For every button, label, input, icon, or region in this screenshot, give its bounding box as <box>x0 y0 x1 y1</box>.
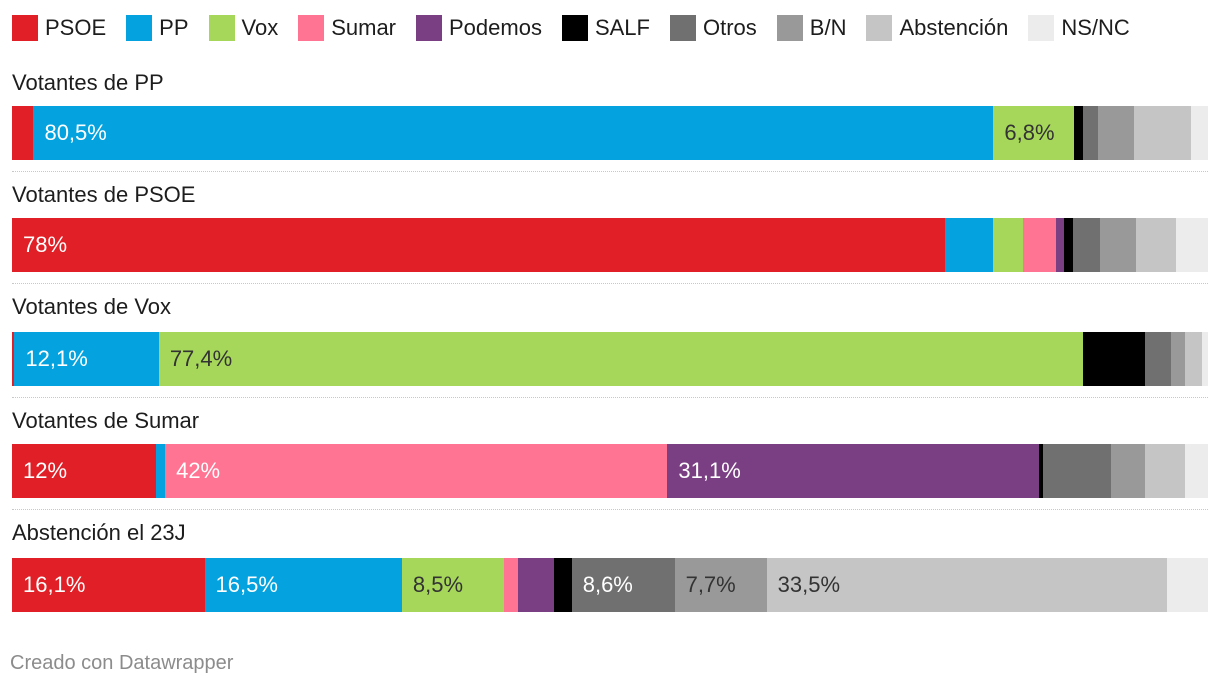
bar-segment-pp <box>204 558 402 612</box>
legend-label: PSOE <box>45 15 107 40</box>
legend-label: PP <box>159 15 189 40</box>
bar-segment-sumar <box>165 444 668 498</box>
row-label: Votantes de Vox <box>12 294 172 319</box>
legend-item-abstenci-n: Abstención <box>866 15 1008 41</box>
bar-segment-vox <box>401 558 504 612</box>
bar-segment-otros <box>1082 106 1099 160</box>
row-divider <box>12 509 1208 510</box>
legend-swatch <box>298 15 325 41</box>
legend-label: Podemos <box>449 15 542 40</box>
legend-swatch <box>561 15 588 41</box>
credit-text: Creado con Datawrapper <box>10 652 234 674</box>
bar-row: 78% <box>12 218 1208 272</box>
legend-swatch <box>776 15 803 41</box>
bar-segment-ns-nc <box>1175 218 1208 272</box>
bar-segment-psoe <box>12 106 34 160</box>
legend-label: NS/NC <box>1061 15 1130 40</box>
bar-segment-vox <box>158 332 1083 386</box>
row-divider <box>12 397 1208 398</box>
bar-row: 80,5% 6,8% <box>12 106 1208 160</box>
bar-segment-pp <box>14 332 159 386</box>
legend-label: B/N <box>809 15 847 40</box>
bar-segment-psoe <box>12 332 15 386</box>
bar-segment-b-n <box>1170 332 1186 386</box>
bar-segment-otros <box>1042 444 1112 498</box>
legend-swatch <box>126 15 153 41</box>
legend-item-otros: Otros <box>669 15 757 41</box>
legend-item-salf: SALF <box>561 15 650 41</box>
bar-segment-podemos <box>517 558 554 612</box>
bar-segment-b-n <box>1100 218 1137 272</box>
legend-swatch <box>12 15 38 41</box>
legend-label: Vox <box>241 15 279 40</box>
bar-segment-ns-nc <box>1202 332 1208 386</box>
bar-segment-psoe <box>12 558 205 612</box>
bar-segment-salf <box>1039 444 1043 498</box>
legend-item-podemos: Podemos <box>416 15 542 41</box>
bar-segment-pp <box>155 444 166 498</box>
bar-segment-salf <box>1074 106 1083 160</box>
bar-segment-psoe <box>12 218 945 272</box>
bar-segment-b-n <box>1098 106 1135 160</box>
row-label: Votantes de Sumar <box>12 408 200 433</box>
bar-segment-abstenci-n <box>1144 444 1186 498</box>
bar-segment-podemos <box>667 444 1040 498</box>
bar-row: 16,1% 16,5% 8,5% 8,6% 7,7% 33,5% <box>12 558 1208 612</box>
bar-segment-abstenci-n <box>1185 332 1203 386</box>
bar-segment-vox <box>992 218 1023 272</box>
legend-label: SALF <box>594 15 650 40</box>
legend-swatch <box>866 15 893 41</box>
bar-segment-ns-nc <box>1167 558 1208 612</box>
row-label: Votantes de PP <box>12 70 164 95</box>
bar-segment-b-n <box>1111 444 1145 498</box>
bar-segment-otros <box>1072 218 1101 272</box>
legend-item-ns-nc: NS/NC <box>1028 15 1130 41</box>
bar-segment-vox <box>993 106 1075 160</box>
legend-item-b-n: B/N <box>776 15 847 41</box>
legend-swatch <box>1028 15 1055 41</box>
bar-segment-psoe <box>12 444 156 498</box>
bar-segment-sumar <box>1022 218 1057 272</box>
legend-item-sumar: Sumar <box>298 15 396 41</box>
legend-item-pp: PP <box>126 15 189 41</box>
legend-swatch <box>416 15 442 41</box>
bar-segment-b-n <box>674 558 767 612</box>
bar-segment-podemos <box>1056 218 1065 272</box>
bar-segment-abstenci-n <box>1134 106 1192 160</box>
bar-segment-abstenci-n <box>1136 218 1176 272</box>
legend-label: Abstención <box>899 15 1009 40</box>
legend-label: Sumar <box>331 15 396 40</box>
bar-segment-otros <box>1144 332 1171 386</box>
row-label: Abstención el 23J <box>12 520 186 545</box>
bar-row: 12,1% 77,4% <box>12 332 1208 386</box>
bar-segment-pp <box>944 218 993 272</box>
row-divider <box>12 171 1208 172</box>
legend-label: Otros <box>702 15 757 40</box>
bar-segment-ns-nc <box>1191 106 1208 160</box>
legend-item-vox: Vox <box>208 15 279 41</box>
legend-item-psoe: PSOE <box>12 15 106 41</box>
legend: PSOE PP Vox Sumar Podemos SALF Otros B/N Abstenc… <box>12 12 1210 44</box>
bar-segment-pp <box>33 106 994 160</box>
bar-segment-salf <box>553 558 572 612</box>
bar-segment-abstenci-n <box>766 558 1168 612</box>
row-label: Votantes de PSOE <box>12 182 196 207</box>
bar-row: 12% 42% 31,1% <box>12 444 1208 498</box>
bar-segment-otros <box>571 558 675 612</box>
bar-segment-ns-nc <box>1185 444 1208 498</box>
row-divider <box>12 283 1208 284</box>
bar-segment-salf <box>1082 332 1145 386</box>
legend-swatch <box>669 15 696 41</box>
bar-segment-salf <box>1064 218 1073 272</box>
legend-swatch <box>208 15 235 41</box>
bar-segment-sumar <box>503 558 518 612</box>
